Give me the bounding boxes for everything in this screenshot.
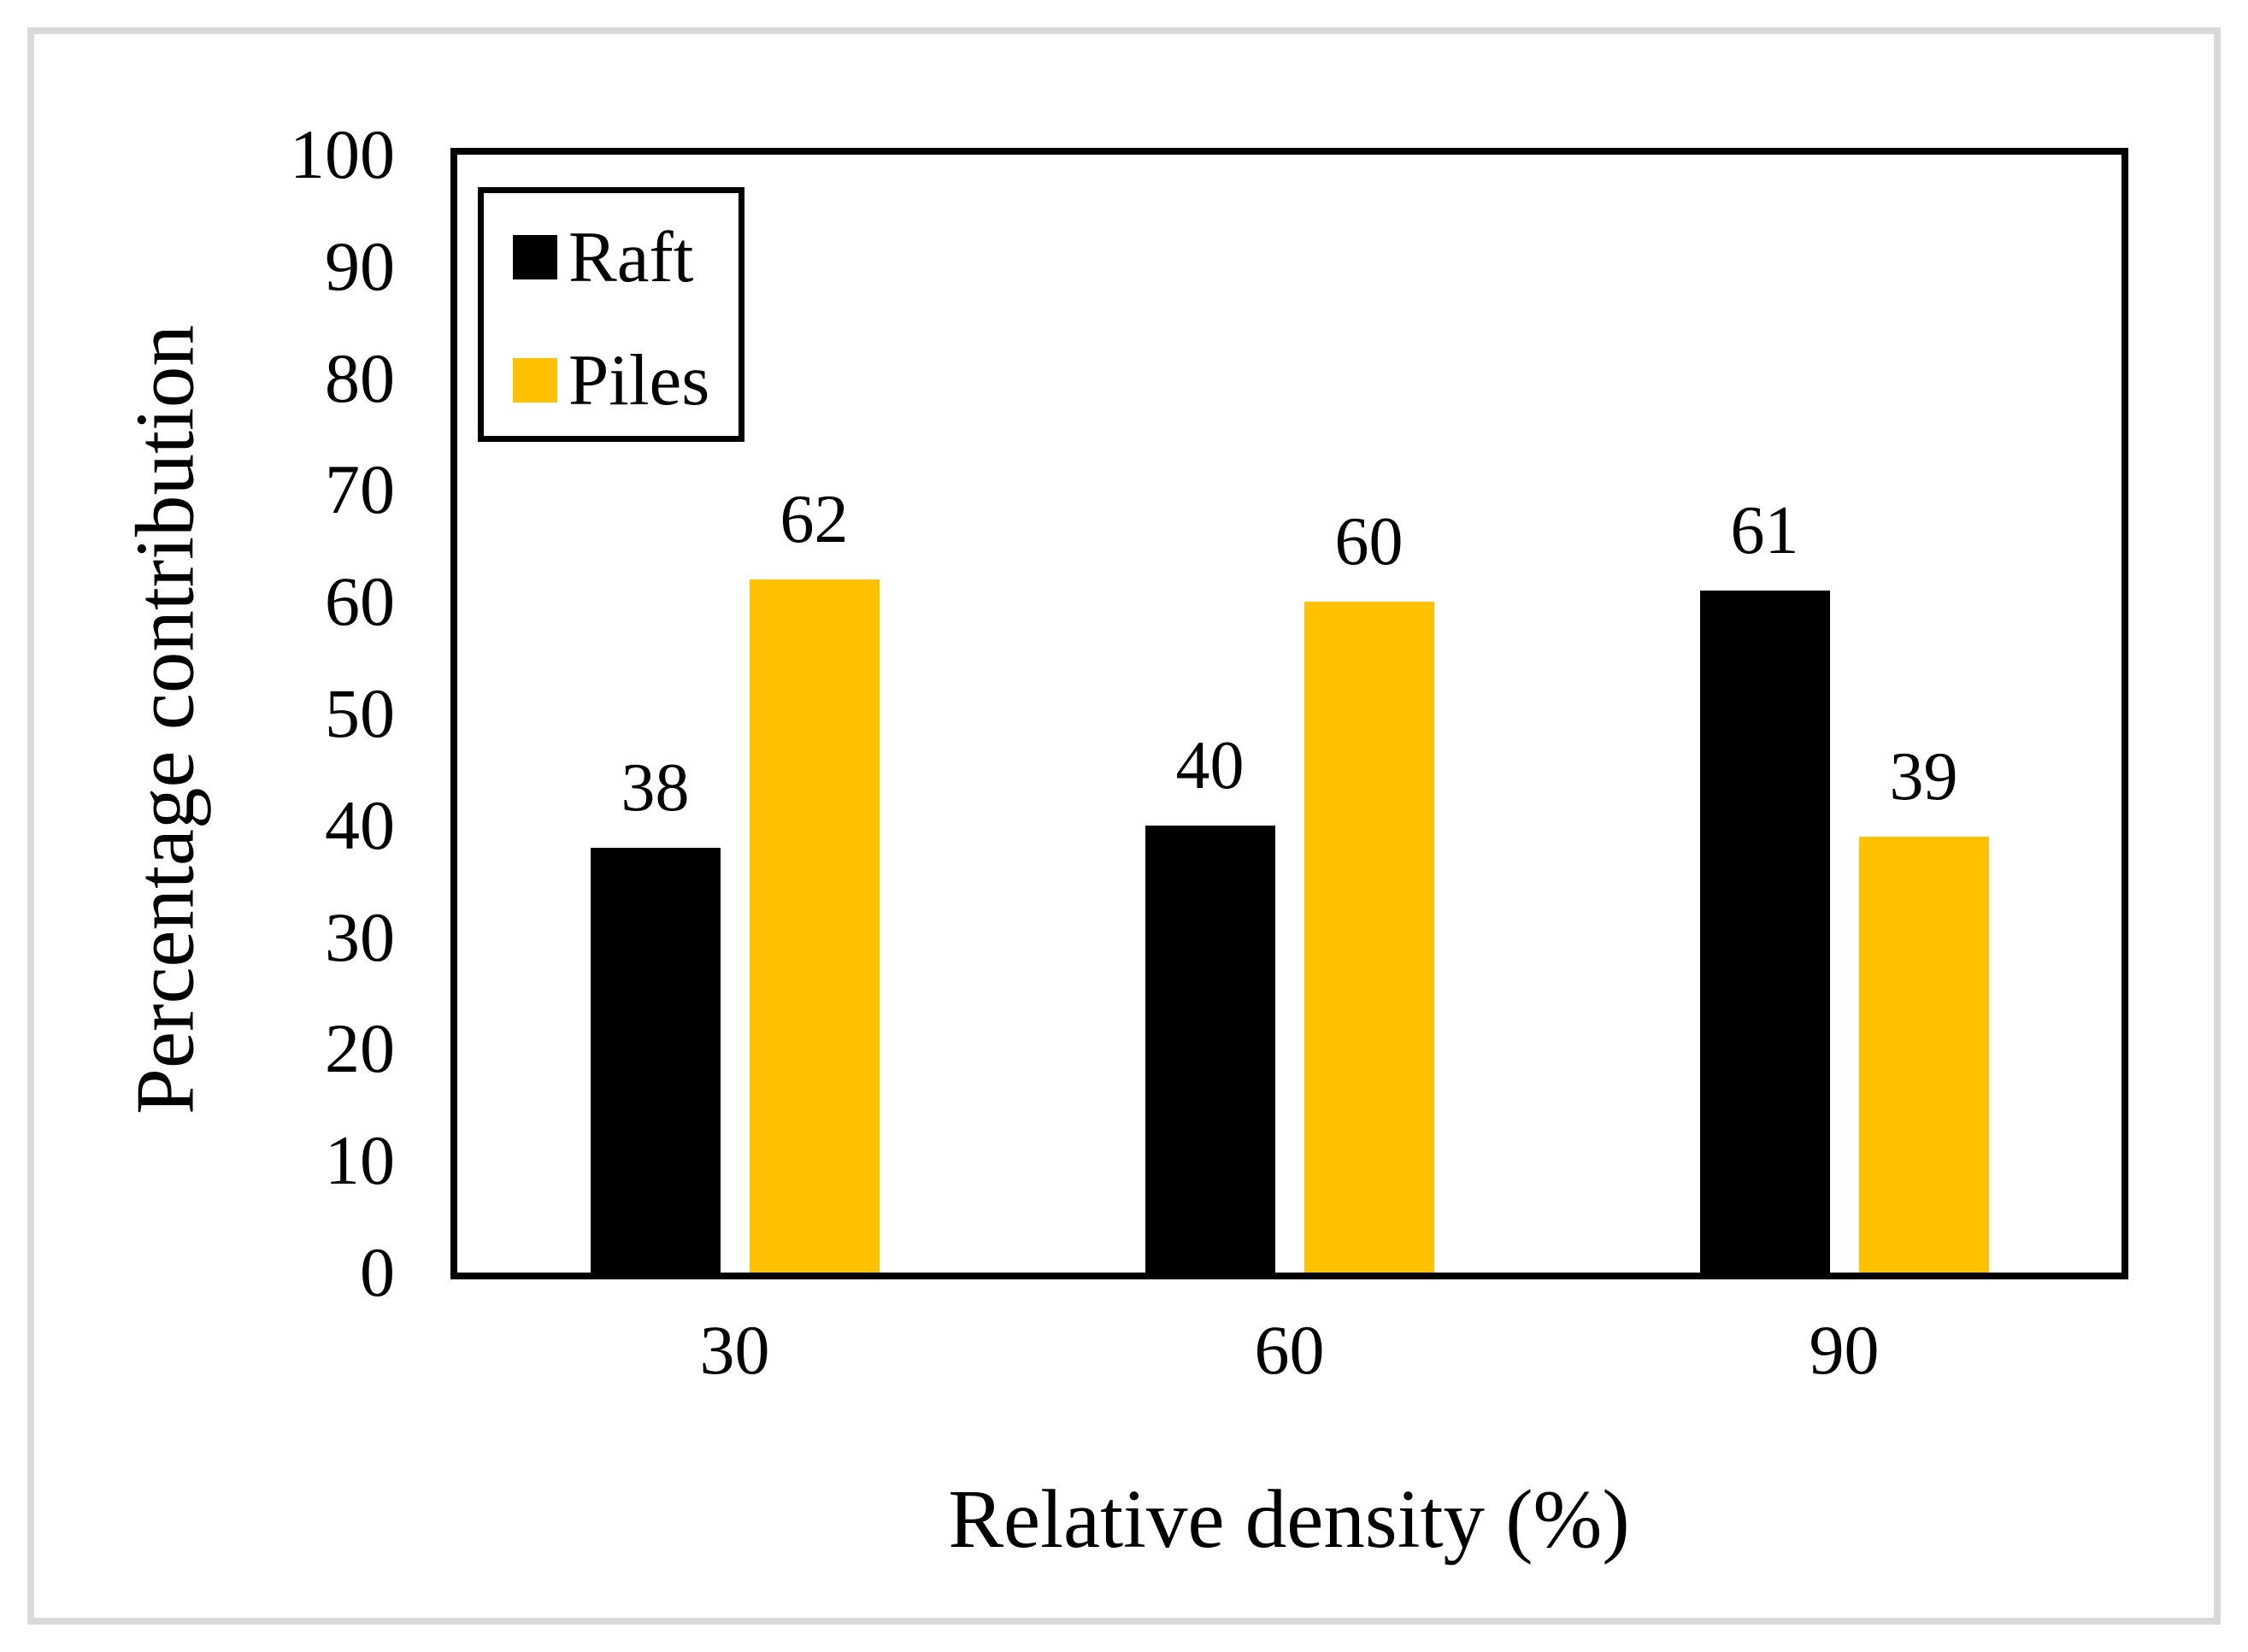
x-axis-title: Relative density (%) <box>948 1473 1630 1565</box>
bar-raft-90 <box>1699 591 1830 1273</box>
y-tick-label: 30 <box>325 897 395 976</box>
y-tick-label: 10 <box>325 1121 395 1200</box>
y-tick-label: 40 <box>325 785 395 864</box>
legend-item-piles: Piles <box>513 333 709 427</box>
bars-container: 38 62 40 60 61 39 <box>457 155 2121 1273</box>
y-tick-label: 60 <box>325 562 395 641</box>
bar-value-label: 62 <box>780 482 849 558</box>
legend-label-raft: Raft <box>568 216 694 297</box>
x-tick-label: 30 <box>699 1311 770 1389</box>
bar-value-label: 40 <box>1175 727 1245 803</box>
bar-raft-30 <box>590 847 721 1273</box>
bar-piles-60 <box>1303 602 1434 1273</box>
y-tick-label: 80 <box>325 338 395 417</box>
bar-value-label: 61 <box>1730 493 1799 569</box>
y-tick-label: 50 <box>325 674 395 752</box>
legend-swatch-piles <box>513 358 557 403</box>
y-tick-label: 90 <box>325 226 395 305</box>
y-tick-label: 100 <box>290 115 395 193</box>
bar-piles-90 <box>1858 836 1989 1273</box>
legend-item-raft: Raft <box>513 210 693 304</box>
page-border <box>27 27 2221 1625</box>
y-tick-label: 70 <box>325 450 395 529</box>
y-tick-label: 20 <box>325 1009 395 1088</box>
bar-value-label: 39 <box>1889 738 1958 814</box>
x-tick-label: 60 <box>1254 1311 1325 1389</box>
legend: Raft Piles <box>478 187 744 442</box>
x-tick-label: 90 <box>1809 1311 1880 1389</box>
y-tick-label: 0 <box>360 1233 395 1311</box>
bar-value-label: 60 <box>1334 504 1404 580</box>
bar-piles-30 <box>749 579 880 1273</box>
bar-value-label: 38 <box>621 750 690 826</box>
bar-raft-60 <box>1145 825 1275 1273</box>
legend-label-piles: Piles <box>568 339 710 420</box>
legend-swatch-raft <box>513 235 557 279</box>
